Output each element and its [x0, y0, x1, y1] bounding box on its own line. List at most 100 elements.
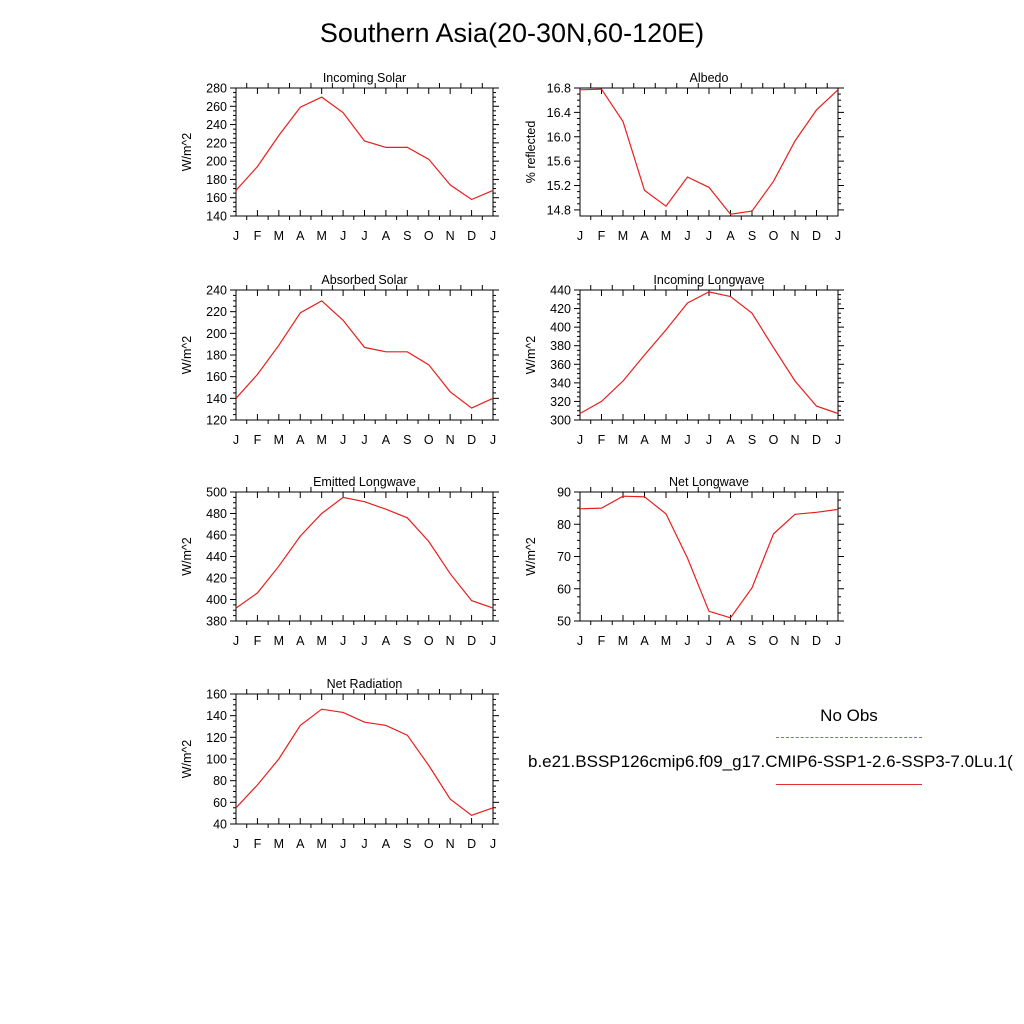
y-tick-label: 50	[557, 615, 571, 629]
x-tick-label: J	[490, 229, 496, 243]
chart-title: Emitted Longwave	[313, 475, 416, 489]
x-tick-label: M	[316, 229, 326, 243]
x-tick-label: J	[706, 634, 712, 648]
x-tick-label: N	[446, 634, 455, 648]
plot-frame	[235, 87, 494, 217]
page-title: Southern Asia(20-30N,60-120E)	[319, 18, 705, 48]
x-tick-label: A	[382, 837, 391, 851]
y-tick-label: 480	[206, 507, 227, 521]
x-tick-label: A	[296, 433, 305, 447]
chart-title: Incoming Longwave	[653, 273, 764, 287]
x-tick-label: M	[274, 433, 284, 447]
x-tick-label: M	[618, 229, 628, 243]
y-tick-label: 180	[206, 173, 227, 187]
x-tick-label: J	[577, 433, 583, 447]
y-tick-label: 140	[206, 392, 227, 406]
x-tick-label: N	[446, 229, 455, 243]
x-tick-label: J	[233, 433, 239, 447]
x-tick-label: J	[577, 229, 583, 243]
x-tick-label: S	[403, 837, 411, 851]
y-tick-label: 440	[550, 284, 571, 298]
x-tick-label: S	[748, 433, 756, 447]
x-tick-label: A	[640, 433, 649, 447]
y-tick-label: 420	[550, 302, 571, 316]
y-tick-label: 120	[206, 731, 227, 745]
y-axis-label: W/m^2	[524, 336, 538, 375]
x-tick-label: J	[684, 433, 690, 447]
x-tick-label: D	[812, 634, 821, 648]
y-tick-label: 160	[206, 191, 227, 205]
x-tick-label: F	[598, 433, 606, 447]
x-tick-label: F	[254, 433, 262, 447]
x-tick-label: O	[769, 229, 779, 243]
y-tick-label: 80	[557, 518, 571, 532]
series-line	[235, 300, 494, 409]
y-tick-label: 160	[206, 688, 227, 702]
x-tick-label: D	[467, 229, 476, 243]
plot-frame	[235, 289, 494, 421]
x-tick-label: A	[640, 634, 649, 648]
chart-title: Net Radiation	[327, 677, 403, 691]
x-tick-label: J	[233, 634, 239, 648]
x-tick-label: J	[340, 433, 346, 447]
x-tick-label: J	[684, 634, 690, 648]
y-axis-label: % reflected	[524, 121, 538, 184]
legend-model-label: b.e21.BSSP126cmip6.f09_g17.CMIP6-SSP1-2.…	[528, 752, 1013, 771]
x-tick-label: M	[316, 433, 326, 447]
x-tick-label: J	[361, 229, 367, 243]
x-tick-label: A	[296, 634, 305, 648]
x-tick-label: D	[467, 433, 476, 447]
y-tick-label: 40	[213, 818, 227, 832]
x-tick-label: J	[490, 837, 496, 851]
x-tick-label: N	[790, 634, 799, 648]
x-tick-label: J	[340, 837, 346, 851]
legend-obs-label: No Obs	[820, 706, 878, 725]
x-tick-label: J	[684, 229, 690, 243]
y-tick-label: 16.8	[547, 82, 571, 96]
y-tick-label: 220	[206, 305, 227, 319]
x-tick-label: O	[424, 433, 434, 447]
plot-frame	[235, 491, 494, 622]
chart-title: Albedo	[690, 71, 729, 85]
x-tick-label: M	[661, 433, 671, 447]
x-tick-label: S	[403, 433, 411, 447]
x-tick-label: M	[618, 634, 628, 648]
x-tick-label: J	[835, 229, 841, 243]
y-tick-label: 60	[213, 796, 227, 810]
x-tick-label: F	[254, 229, 262, 243]
y-axis-label: W/m^2	[524, 537, 538, 576]
plot-frame	[579, 491, 839, 622]
x-tick-label: F	[598, 634, 606, 648]
chart-title: Incoming Solar	[323, 71, 406, 85]
y-tick-label: 280	[206, 82, 227, 96]
plot-frame	[235, 693, 494, 825]
x-tick-label: M	[274, 837, 284, 851]
y-tick-label: 400	[550, 321, 571, 335]
plot-frame	[579, 289, 839, 421]
y-tick-label: 60	[557, 582, 571, 596]
x-tick-label: D	[467, 837, 476, 851]
x-tick-label: F	[254, 837, 262, 851]
legend-model-line	[776, 784, 922, 785]
x-tick-label: A	[296, 837, 305, 851]
x-tick-label: S	[403, 229, 411, 243]
y-tick-label: 70	[557, 550, 571, 564]
y-tick-label: 340	[550, 376, 571, 390]
x-tick-label: M	[274, 634, 284, 648]
x-tick-label: N	[790, 229, 799, 243]
series-line	[579, 495, 839, 619]
x-tick-label: A	[382, 634, 391, 648]
x-tick-label: J	[340, 634, 346, 648]
y-tick-label: 100	[206, 753, 227, 767]
y-tick-label: 160	[206, 370, 227, 384]
y-tick-label: 15.2	[547, 179, 571, 193]
y-tick-label: 460	[206, 529, 227, 543]
x-tick-label: A	[726, 433, 735, 447]
chart-title: Absorbed Solar	[321, 273, 407, 287]
x-tick-label: J	[361, 433, 367, 447]
